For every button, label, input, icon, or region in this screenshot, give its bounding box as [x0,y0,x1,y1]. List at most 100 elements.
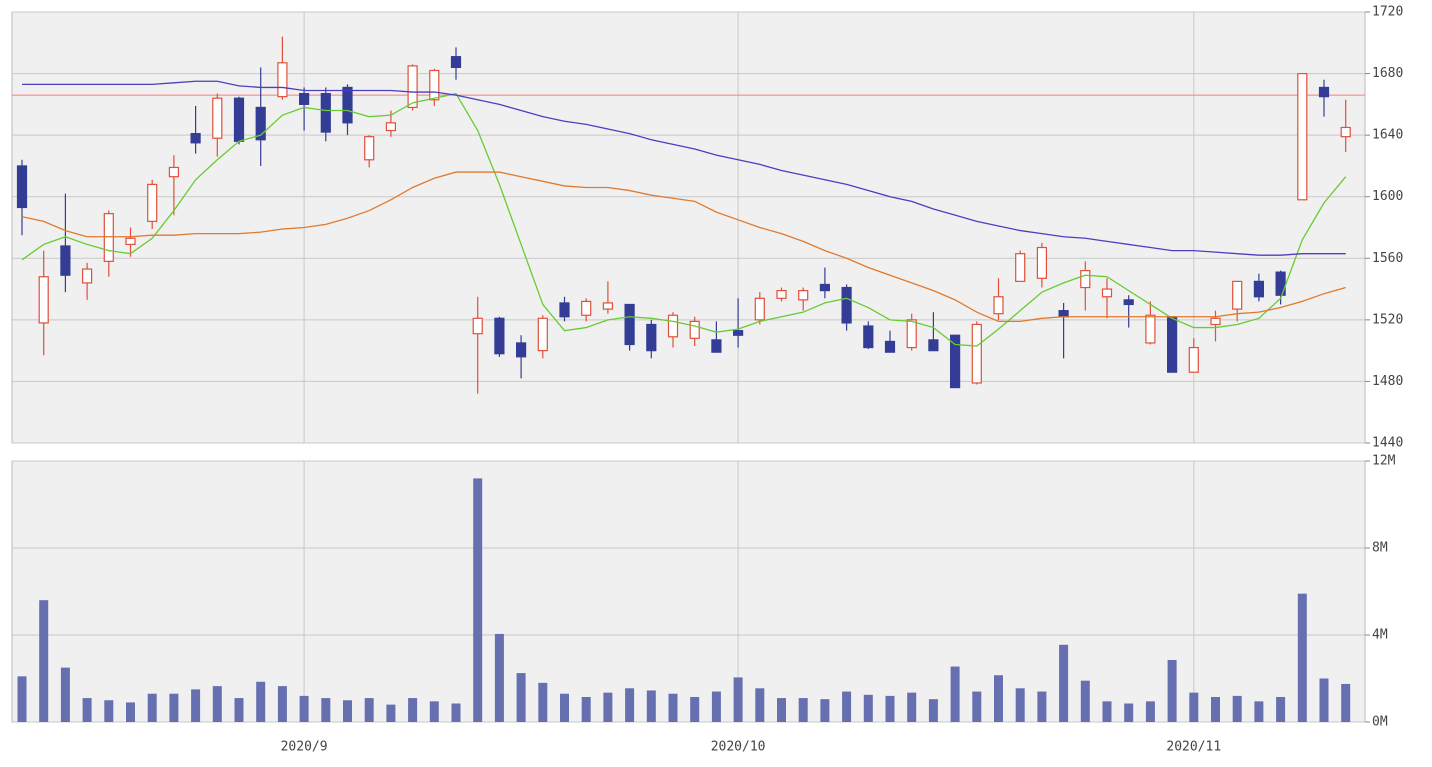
candle-body [125,237,136,246]
volume-bar [885,695,895,722]
volume-bar [473,478,483,722]
volume-bar [494,633,504,722]
candle-body [949,334,961,389]
volume-bar [82,698,92,722]
volume-bar [646,690,656,722]
y-tick-label: 1680 [1372,66,1403,81]
candle-body [537,317,548,352]
volume-bar [820,699,830,722]
candle-body [320,92,331,133]
volume-bar [191,689,201,722]
y-tick-label: 12M [1372,454,1396,469]
volume-bar [863,694,873,722]
volume-bar [842,691,852,722]
candle-body [255,106,266,141]
volume-bar [169,693,179,722]
candle-body [407,65,418,109]
candle-body [472,317,483,335]
volume-bar [321,698,331,722]
volume-bar [1254,701,1264,722]
candle-body [342,86,353,124]
candle-body [581,300,592,316]
volume-bar [1319,678,1329,722]
candle-body [1275,271,1286,296]
volume-bar [60,667,70,722]
candle-body [863,325,874,349]
candle-body [646,323,657,352]
candle-body [515,342,527,358]
candle-body [1015,253,1026,282]
candle-body [1080,270,1091,289]
candle-body [450,56,462,69]
volume-bar [451,703,461,722]
candle-body [798,290,809,301]
candle-body [667,314,679,338]
volume-bar [1211,696,1220,722]
candle-body [1145,314,1156,344]
y-tick-label: 1440 [1372,436,1403,451]
candle-body [494,317,505,355]
volume-bar [733,677,743,722]
candle-body [841,286,852,324]
candle-body [1297,72,1308,201]
candle-body [1036,246,1048,279]
candle-body [38,276,49,324]
candle-body [364,136,375,161]
candle-body [1166,316,1178,373]
candle-body [1232,280,1243,310]
volume-bar [1145,701,1155,722]
candle-body [1123,299,1134,306]
volume-bar [1102,701,1112,722]
volume-bar [1037,691,1047,722]
volume-bar [1015,688,1025,722]
volume-bar [907,692,917,722]
candle-body [624,303,635,346]
candle-body [1318,86,1330,98]
volume-bar [39,600,49,722]
volume-bar [364,698,374,722]
candle-body [233,97,245,142]
y-tick-label: 1600 [1372,189,1403,204]
volume-bar [755,688,765,722]
candle-body [928,339,939,352]
moving-average [21,171,1346,323]
candle-body [559,302,570,318]
candle-body [1210,317,1221,326]
candle-body [884,340,896,353]
y-tick-label: 1520 [1372,312,1403,327]
volume-bar [234,698,244,722]
x-tick-label: 2020/11 [1166,740,1221,755]
volume-bar [299,695,309,722]
candle-body [1101,288,1113,298]
volume-bar [17,676,27,722]
volume-bar [560,693,569,722]
volume-bar [994,675,1003,722]
volume-bar [603,692,613,722]
volume-bar [690,696,700,722]
y-tick-label: 1720 [1372,5,1403,20]
candle-body [212,97,223,139]
moving-average [21,92,1347,347]
candle-body [1253,280,1265,298]
candle-body [190,133,201,144]
candle-body [103,213,114,262]
y-tick-label: 0M [1372,715,1388,730]
volume-bar [668,693,678,722]
candle-body [81,268,93,284]
volume-bar [1341,683,1351,722]
volume-bar [777,698,786,722]
volume-panel [11,460,1366,723]
candle-body [776,290,787,299]
candle-body [906,319,917,349]
volume-bar [343,700,352,722]
volume-bar [429,701,439,722]
volume-bar [386,704,396,722]
candle-body [16,165,28,209]
candle-body [754,297,765,321]
volume-bar [1232,695,1242,722]
volume-bar [538,682,548,722]
volume-bar [147,693,157,722]
volume-bar [1297,593,1307,722]
volume-bar [1276,696,1286,722]
